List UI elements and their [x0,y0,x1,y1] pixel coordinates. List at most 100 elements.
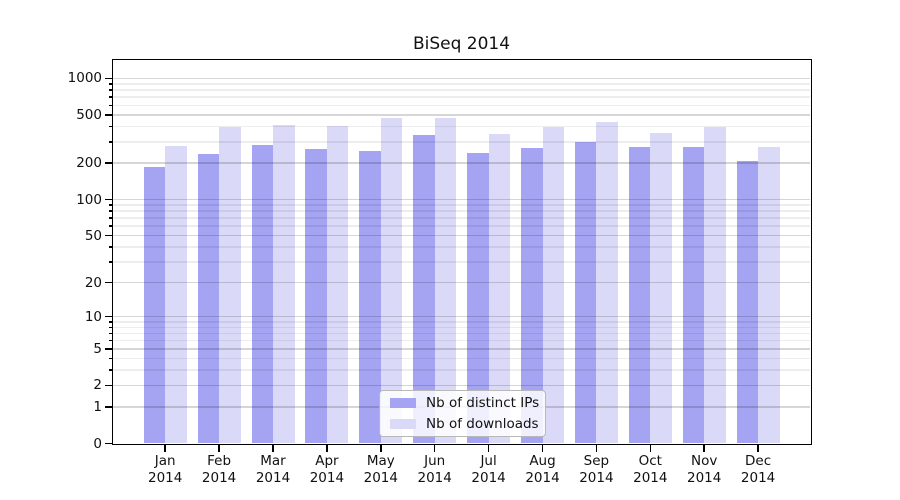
y-tick-mark [105,406,113,408]
bar-distinct-ips-aug [521,148,543,444]
y-minor-tick-mark [109,210,113,212]
y-tick-mark [105,162,113,164]
bar-downloads-nov [704,126,726,444]
bar-downloads-aug [542,126,564,444]
bar-distinct-ips-jul [467,152,489,444]
legend-label-distinct-ips: Nb of distinct IPs [426,395,540,411]
x-tick-label-apr: Apr 2014 [309,453,345,486]
y-gridline-minor [113,217,810,219]
bar-downloads-jan [165,145,187,444]
y-minor-tick-mark [109,217,113,219]
y-minor-tick-mark [109,326,113,329]
y-tick-label: 20 [84,274,102,291]
y-gridline-minor [113,204,810,206]
y-gridline-major [113,315,810,318]
bar-distinct-ips-jan [143,167,166,444]
x-tick-mark [272,445,274,452]
y-minor-tick-mark [109,261,113,263]
y-gridline-minor [113,141,810,143]
legend-swatch-downloads [390,419,416,429]
y-minor-tick-mark [109,204,113,206]
x-tick-label-nov: Nov 2014 [687,453,722,486]
y-tick-label: 0 [93,435,102,452]
x-tick-mark [218,445,220,452]
x-tick-label-feb: Feb 2014 [201,453,237,486]
y-tick-label: 200 [76,155,102,172]
y-gridline-minor [113,321,810,323]
x-tick-label-mar: Mar 2014 [255,453,291,486]
x-tick-mark [380,445,382,452]
y-minor-tick-mark [109,246,113,248]
y-minor-tick-mark [109,369,113,371]
y-gridline-major [113,198,810,201]
bar-distinct-ips-sep [574,142,597,444]
y-minor-tick-mark [109,125,113,128]
y-gridline-minor [113,357,810,360]
y-tick-mark [105,77,113,80]
y-gridline-minor [113,125,810,128]
y-gridline-minor [113,96,810,98]
legend-label-downloads: Nb of downloads [426,416,539,432]
y-tick-label: 50 [84,227,102,244]
y-minor-tick-mark [109,141,113,143]
y-gridline-major [113,234,810,237]
bar-distinct-ips-apr [305,149,327,444]
bar-distinct-ips-feb [197,154,220,444]
chart-title: BiSeq 2014 [412,34,511,54]
y-tick-label: 5 [93,340,102,357]
y-tick-mark [105,384,113,387]
y-minor-tick-mark [109,89,113,91]
y-gridline-major [113,384,810,387]
x-tick-mark [649,445,652,452]
y-minor-tick-mark [109,357,113,360]
bar-distinct-ips-may [359,150,381,444]
y-gridline-minor [113,339,810,342]
x-tick-label-jun: Jun 2014 [417,453,452,486]
y-gridline-major [113,281,810,284]
x-tick-mark [595,445,598,452]
x-tick-mark [433,445,436,452]
y-gridline-major [113,114,810,116]
x-tick-mark [541,445,544,452]
legend: Nb of distinct IPs Nb of downloads [379,390,546,437]
y-tick-mark [105,281,113,284]
y-minor-tick-mark [109,83,113,85]
y-tick-label: 1 [93,398,102,415]
bar-downloads-may [380,117,403,444]
y-gridline-minor [113,326,810,329]
y-tick-mark [105,114,113,116]
bar-downloads-apr [326,126,349,444]
y-tick-mark [105,234,113,237]
y-minor-tick-mark [109,96,113,98]
y-minor-tick-mark [109,225,113,227]
y-tick-label: 10 [84,308,102,325]
x-tick-mark [757,445,759,452]
y-minor-tick-mark [109,339,113,342]
y-minor-tick-mark [109,104,113,107]
x-tick-label-jan: Jan 2014 [148,453,183,486]
x-tick-label-sep: Sep 2014 [579,453,614,486]
y-tick-label: 500 [76,106,102,123]
y-gridline-minor [113,369,810,371]
y-gridline-minor [113,104,810,107]
y-minor-tick-mark [109,332,113,335]
x-tick-mark [487,445,490,452]
x-tick-label-oct: Oct 2014 [633,453,668,486]
y-gridline-major [113,162,810,164]
bar-downloads-jun [434,117,457,444]
x-tick-mark [703,445,705,452]
bar-distinct-ips-jun [413,134,435,444]
y-gridline-minor [113,210,810,212]
y-gridline-minor [113,246,810,248]
bar-downloads-oct [650,133,672,444]
legend-item-distinct-ips: Nb of distinct IPs [390,395,539,411]
y-gridline-minor [113,261,810,263]
y-tick-label: 100 [76,191,102,208]
y-minor-tick-mark [109,321,113,323]
y-tick-mark [105,348,113,350]
bar-distinct-ips-nov [682,146,705,444]
y-gridline-minor [113,89,810,91]
bar-downloads-dec [758,147,780,444]
bar-downloads-feb [219,126,241,444]
